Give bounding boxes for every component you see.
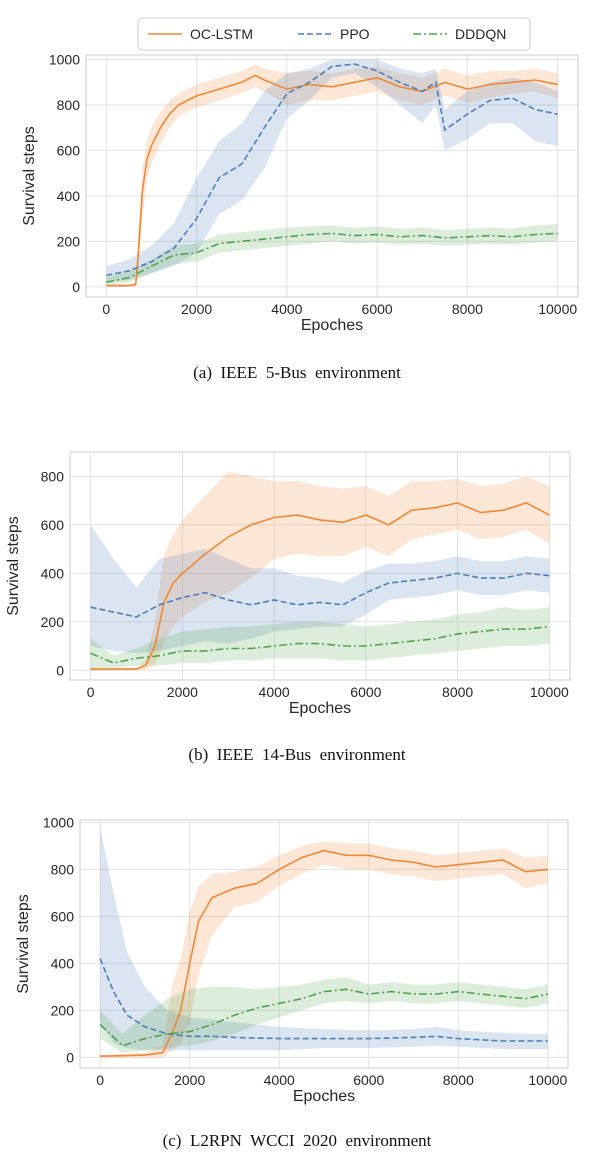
y-axis-label: Survival steps <box>15 894 32 994</box>
band-dddqn <box>100 977 548 1053</box>
plot-frame <box>79 819 569 1069</box>
x-tick-label: 0 <box>96 1072 104 1088</box>
plot-frame <box>85 54 579 298</box>
x-tick-label: 4000 <box>259 684 290 700</box>
x-tick-label: 0 <box>87 684 95 700</box>
x-tick-label: 8000 <box>452 301 483 317</box>
legend: OC-LSTM PPO DDDQN <box>137 17 531 51</box>
chart-panel-1: 0 2000 4000 6000 8000 10000 0 200 400 600 800 1000 E… <box>21 52 579 382</box>
x-tick-label: 10000 <box>530 684 569 700</box>
y-tick-label: 200 <box>51 1002 75 1018</box>
y-tick-label: 200 <box>57 233 81 249</box>
y-tick-label: 600 <box>57 142 81 158</box>
y-tick-label: 800 <box>57 97 81 113</box>
x-axis-label: Epoches <box>289 700 351 717</box>
plot-area <box>86 55 578 297</box>
y-axis-label: Survival steps <box>5 516 22 616</box>
y-tick-label: 1000 <box>43 814 74 830</box>
band-ppo <box>106 59 558 283</box>
x-tick-label: 0 <box>102 301 110 317</box>
x-axis-label: Epoches <box>293 1088 355 1105</box>
x-tick-label: 2000 <box>167 684 198 700</box>
x-axis-label: Epoches <box>301 317 363 334</box>
x-tick-label: 2000 <box>181 301 212 317</box>
chart-panel-3: 0 2000 4000 6000 8000 10000 0 200 400 600 800 1000 E… <box>15 814 569 1150</box>
series-line-oc-lstm <box>90 502 550 670</box>
x-tick-label: 6000 <box>353 1072 384 1088</box>
y-tick-label: 600 <box>51 908 75 924</box>
y-tick-label: 400 <box>51 955 75 971</box>
panel-caption: (c) L2RPN WCCI 2020 environment <box>163 1131 432 1150</box>
series-layer <box>106 59 558 287</box>
series-line-ppo <box>90 572 550 618</box>
series-line-ppo <box>99 958 548 1042</box>
chart-panels: 0 2000 4000 6000 8000 1000002004006008001000E… <box>5 52 579 1150</box>
series-line-ppo <box>106 63 558 277</box>
x-tick-label: 8000 <box>442 684 473 700</box>
band-oc-lstm <box>100 841 548 1058</box>
y-tick-label: 400 <box>41 565 65 581</box>
panel-caption: (b) IEEE 14-Bus environment <box>188 745 405 764</box>
y-axis-label: Survival steps <box>21 126 38 226</box>
y-tick-label: 0 <box>56 662 64 678</box>
y-tick-label: 200 <box>41 614 65 630</box>
band-oc-lstm <box>90 471 550 671</box>
legend-label-ppo: PPO <box>340 26 370 42</box>
y-tick-label: 0 <box>72 279 80 295</box>
legend-label-dddqn: DDDQN <box>455 26 506 42</box>
plot-frame <box>69 451 571 681</box>
series-line-dddqn <box>90 625 550 664</box>
band-ppo <box>100 827 548 1051</box>
x-tick-label: 4000 <box>264 1072 295 1088</box>
series-line-oc-lstm <box>106 74 558 287</box>
series-layer <box>90 471 550 671</box>
band-ppo <box>90 524 550 654</box>
panel-caption: (a) IEEE 5-Bus environment <box>193 363 401 382</box>
series-line-oc-lstm <box>100 849 548 1057</box>
y-tick-label: 1000 <box>49 52 80 68</box>
x-tick-label: 6000 <box>350 684 381 700</box>
y-tick-label: 0 <box>66 1049 74 1065</box>
y-tick-label: 800 <box>41 468 65 484</box>
y-tick-label: 400 <box>57 188 81 204</box>
band-oc-lstm <box>106 64 558 287</box>
x-tick-label: 6000 <box>362 301 393 317</box>
x-tick-label: 4000 <box>271 301 302 317</box>
legend-label-oc-lstm: OC-LSTM <box>190 26 253 42</box>
x-tick-label: 2000 <box>174 1072 205 1088</box>
series-line-dddqn <box>106 232 558 283</box>
chart-panel-2: 0 2000 4000 6000 8000 10000 0 200 400 600 800 Epoch… <box>5 451 571 764</box>
y-tick-label: 800 <box>51 861 75 877</box>
band-dddqn <box>90 607 550 668</box>
band-dddqn <box>106 224 558 286</box>
legend-frame <box>137 17 531 51</box>
series-layer <box>99 827 549 1058</box>
x-tick-label: 10000 <box>538 301 577 317</box>
x-tick-label: 8000 <box>443 1072 474 1088</box>
series-line-dddqn <box>99 988 549 1047</box>
y-tick-label: 600 <box>41 517 65 533</box>
x-tick-label: 10000 <box>528 1072 567 1088</box>
plot-area <box>70 452 570 680</box>
